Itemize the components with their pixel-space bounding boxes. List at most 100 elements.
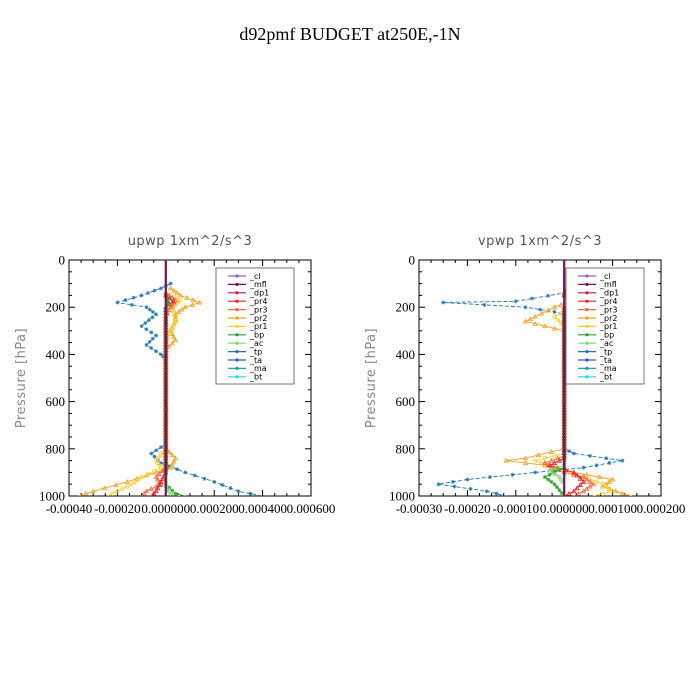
data-point-pr4-59 — [551, 460, 558, 465]
data-point-tp-4 — [146, 291, 151, 296]
data-point-pr3-60 — [555, 455, 561, 461]
data-point-pr4-63 — [571, 469, 577, 475]
data-point-tp-74 — [248, 491, 253, 496]
x-tick-label: -0.00020 — [94, 501, 141, 516]
legend-label-ac: _ac — [249, 339, 263, 348]
data-point-pr3-71 — [143, 488, 150, 494]
data-point-pr4-69 — [571, 488, 577, 494]
data-point-pr2-10 — [176, 309, 182, 314]
data-point-tp-69 — [533, 470, 538, 475]
data-point-pr3-5 — [169, 302, 175, 307]
data-point-pr4-64 — [574, 472, 580, 478]
legend-label-bt: _bt — [249, 373, 262, 382]
data-point-tp-61 — [571, 451, 576, 456]
legend-marker-pr3 — [585, 308, 589, 312]
legend-marker-ac — [235, 341, 239, 345]
data-point-pr3-62 — [542, 460, 548, 465]
data-point-pr1-64 — [152, 468, 157, 474]
data-point-pr2-20 — [172, 337, 179, 343]
legend-marker-pr2 — [585, 316, 589, 320]
data-point-pr2-69 — [124, 479, 130, 484]
data-point-pr1-71 — [120, 486, 125, 492]
data-point-pr3-66 — [155, 476, 161, 482]
data-point-tp-11 — [552, 309, 557, 314]
x-tick-label: 0.000600 — [287, 501, 336, 516]
data-point-tp-62 — [588, 453, 593, 458]
series-line-tp — [117, 283, 263, 496]
data-point-pr2-9 — [179, 306, 185, 312]
data-point-tp-3 — [152, 288, 157, 293]
data-point-pr3-75 — [576, 490, 582, 496]
data-point-bp-70 — [170, 488, 175, 493]
legend-marker-cl — [585, 274, 589, 278]
data-point-tp-14 — [150, 315, 155, 320]
legend-label-tp: _tp — [249, 347, 262, 356]
x-tick-label: 0.000000 — [141, 501, 190, 516]
data-point-tp-67 — [581, 465, 586, 470]
data-point-tp-8 — [115, 300, 120, 305]
x-tick-label: 0.000400 — [238, 501, 287, 516]
data-point-pr2-60 — [169, 452, 175, 458]
data-point-pr2-2 — [174, 290, 180, 296]
data-point-pr2-62 — [522, 460, 529, 465]
data-point-bp-4 — [165, 302, 170, 307]
data-point-tp-60 — [567, 449, 572, 454]
data-point-tp-21 — [150, 336, 155, 341]
data-point-pr4-67 — [155, 485, 161, 491]
legend-marker-pr4 — [585, 299, 589, 303]
data-point-tp-73 — [450, 479, 455, 484]
data-point-tp-25 — [154, 349, 159, 354]
y-tick-label: 800 — [46, 441, 66, 456]
data-point-tp-64 — [158, 460, 163, 465]
data-point-tp-6 — [131, 295, 136, 300]
data-point-tp-9 — [523, 305, 528, 310]
data-point-ac-1 — [554, 466, 560, 471]
data-point-pr2-7 — [189, 302, 196, 307]
data-point-tp-71 — [487, 475, 492, 480]
y-tick-label: 600 — [46, 394, 66, 409]
data-point-pr2-61 — [503, 457, 509, 463]
legend-label-pr2: _pr2 — [249, 314, 267, 323]
data-point-pr1-7 — [552, 314, 557, 319]
data-point-pr4-69 — [151, 490, 157, 496]
legend-marker-ma — [235, 366, 239, 370]
data-point-pr1-8 — [171, 310, 177, 316]
data-point-pr1-7 — [171, 307, 176, 313]
data-point-tp-78 — [494, 491, 499, 496]
x-tick-label: -0.00020 — [444, 501, 491, 516]
data-point-tp-62 — [152, 454, 157, 459]
y-tick-label: 800 — [396, 441, 416, 456]
legend-marker-tp — [235, 350, 239, 354]
data-point-pr2-63 — [169, 461, 175, 467]
data-point-pr1-67 — [600, 482, 606, 487]
data-point-tp-73 — [236, 489, 241, 494]
data-point-bp-70 — [554, 485, 559, 490]
data-point-pr1-68 — [603, 484, 609, 489]
data-point-tp-65 — [167, 464, 172, 469]
data-point-pr2-63 — [542, 462, 548, 468]
data-point-tp-72 — [465, 477, 470, 482]
data-point-pr2-6 — [551, 304, 558, 310]
data-point-tp-68 — [192, 473, 197, 478]
data-point-tp-20 — [154, 333, 159, 338]
data-point-bp-3 — [166, 300, 171, 305]
data-point-pr3-3 — [172, 297, 179, 303]
data-point-tp-59 — [158, 445, 163, 450]
data-point-pr1-66 — [139, 474, 144, 480]
data-point-tp-10 — [538, 307, 542, 312]
data-point-pr2-5 — [558, 302, 564, 307]
data-point-pr3-72 — [587, 483, 593, 489]
y-tick-label: 200 — [46, 300, 66, 315]
data-point-tp-66 — [175, 467, 180, 472]
data-point-pr2-1 — [171, 287, 177, 293]
data-point-pr2-72 — [90, 488, 96, 494]
data-point-pr2-4 — [184, 294, 190, 300]
data-point-ac-3 — [168, 491, 173, 496]
data-point-tp-24 — [149, 346, 154, 351]
legend-label-ta: _ta — [249, 356, 262, 365]
data-point-bp-63 — [557, 468, 562, 473]
data-point-tp-22 — [147, 339, 152, 344]
legend-marker-pr2 — [235, 316, 239, 320]
data-point-pr3-64 — [156, 471, 163, 476]
data-point-pr3-73 — [584, 486, 590, 491]
